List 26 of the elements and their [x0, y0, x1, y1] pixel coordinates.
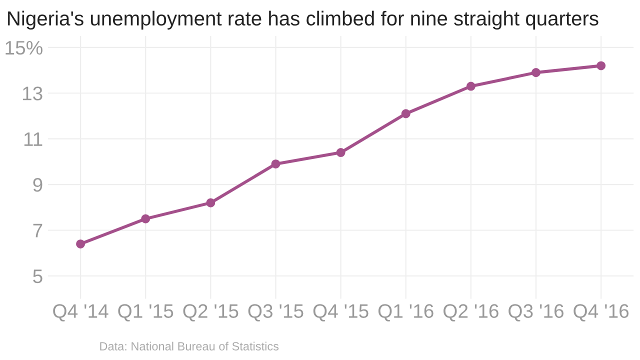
x-tick-label: Q1 '16: [378, 304, 434, 322]
point: [531, 68, 541, 78]
x-tick-label: Q3 '15: [248, 304, 304, 322]
chart-title: Nigeria's unemployment rate has climbed for nine straight quarters: [8, 10, 598, 30]
text: Data: National Bureau of Statistics: [100, 342, 279, 350]
point: [141, 214, 150, 224]
point: [76, 239, 86, 248]
x-tick-label: Q4 '15: [313, 304, 368, 322]
x-tick-label: Q2 '15: [183, 304, 238, 322]
point: [206, 198, 216, 208]
y-tick-label: 13: [22, 86, 42, 100]
y-tick-label: 11: [24, 132, 42, 146]
y-tick-label: 15%: [6, 40, 42, 55]
y-tick-label: 5: [33, 270, 42, 284]
y-tick-label: 7: [33, 224, 42, 238]
point: [596, 61, 606, 70]
point: [401, 109, 410, 118]
x-tick-label: Q2 '16: [444, 304, 498, 322]
y-tick-label: 9: [33, 178, 42, 192]
point: [271, 159, 280, 168]
x-tick-label: Q3 '16: [508, 304, 564, 322]
point: [466, 82, 476, 91]
point: [336, 148, 346, 158]
x-tick-label: Q4 '16: [574, 304, 629, 322]
x-tick-label: Q1 '15: [118, 304, 174, 322]
x-tick-label: Q4 '14: [53, 304, 108, 322]
